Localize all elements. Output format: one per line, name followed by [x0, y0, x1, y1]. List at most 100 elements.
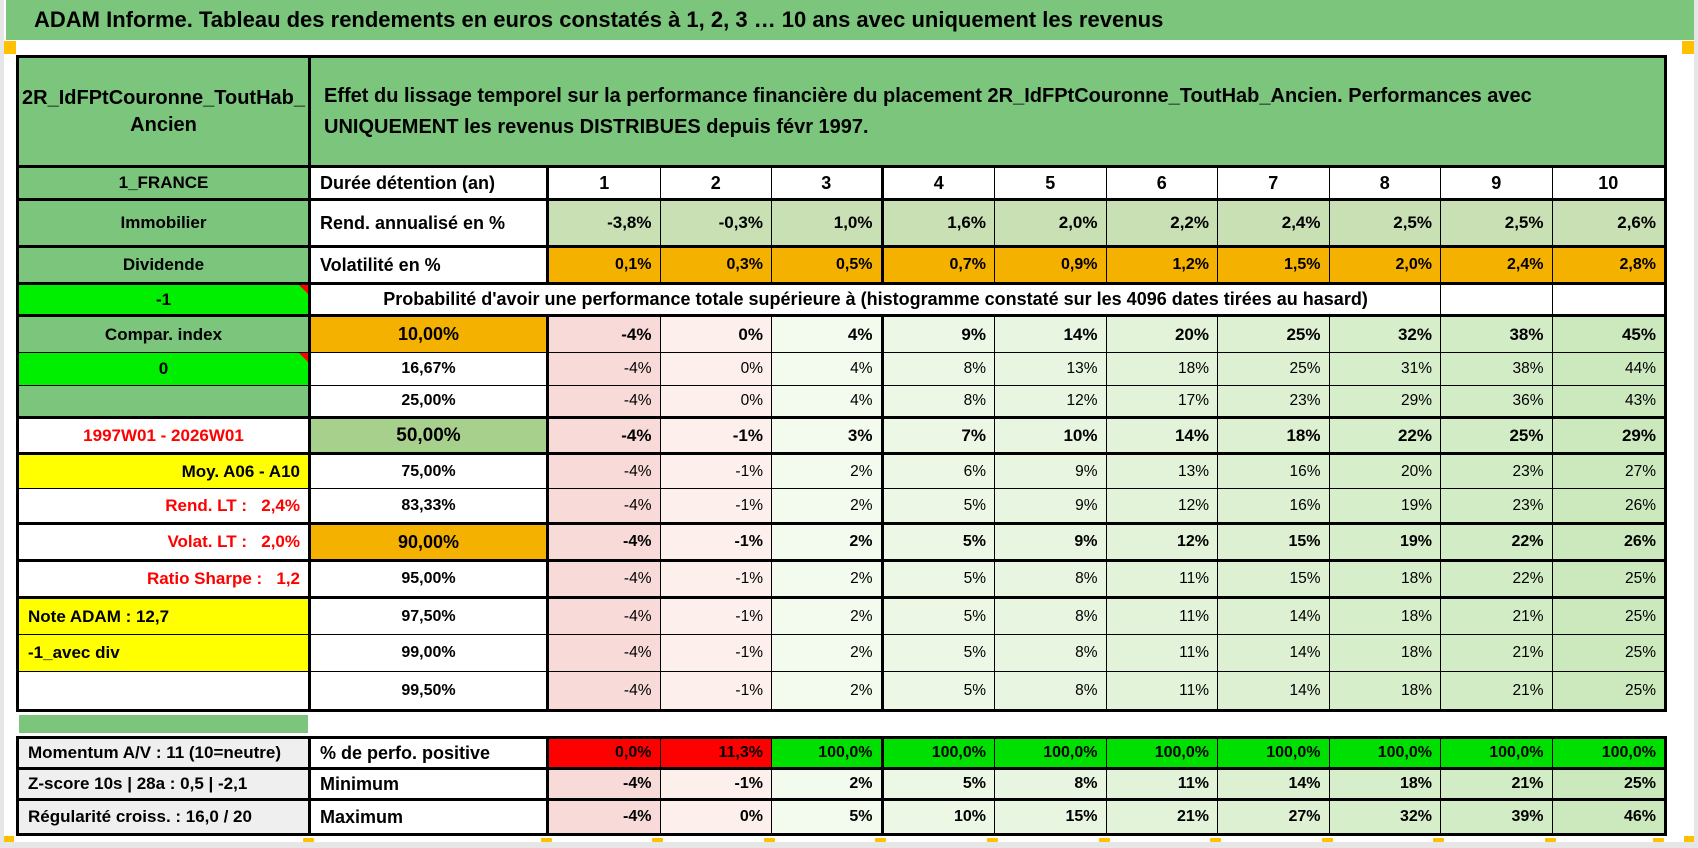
cell-max-c8[interactable]: 32%: [1329, 801, 1441, 833]
cell-q95-c7[interactable]: 15%: [1218, 562, 1330, 596]
cell-rend-c6[interactable]: 2,2%: [1106, 201, 1218, 245]
cell-max-sub[interactable]: Maximum: [311, 801, 549, 833]
cell-max-c4[interactable]: 10%: [883, 801, 995, 833]
cell-q99-sub[interactable]: 99,00%: [311, 635, 549, 671]
cell-rend-sub[interactable]: Rend. annualisé en %: [311, 201, 549, 245]
cell-q16-c9[interactable]: 38%: [1441, 353, 1553, 385]
cell-duree-c9[interactable]: 9: [1441, 168, 1553, 198]
cell-q995-c5[interactable]: 8%: [995, 672, 1107, 709]
cell-max-c6[interactable]: 21%: [1106, 801, 1218, 833]
cell-q995-c6[interactable]: 11%: [1106, 672, 1218, 709]
cell-q50-c7[interactable]: 18%: [1218, 419, 1330, 452]
cell-q16-c3[interactable]: 4%: [772, 353, 884, 385]
cell-q995-c3[interactable]: 2%: [772, 672, 884, 709]
cell-q95-c3[interactable]: 2%: [772, 562, 884, 596]
fund-name-cell[interactable]: 2R_IdFPtCouronne_ToutHab_Ancien: [19, 58, 311, 165]
cell-volat-c1[interactable]: 0,1%: [549, 248, 661, 282]
cell-q90-c9[interactable]: 22%: [1441, 525, 1553, 559]
cell-q50-sub[interactable]: 50,00%: [311, 419, 549, 452]
cell-q16-c2[interactable]: 0%: [660, 353, 772, 385]
cell-q97-sub[interactable]: 97,50%: [311, 599, 549, 634]
cell-probab-c9[interactable]: [1441, 285, 1553, 314]
cell-pos-c10[interactable]: 100,0%: [1552, 739, 1664, 767]
cell-volat-c5[interactable]: 0,9%: [995, 248, 1107, 282]
cell-max-c3[interactable]: 5%: [772, 801, 884, 833]
cell-q97-c4[interactable]: 5%: [883, 599, 995, 634]
cell-duree-c6[interactable]: 6: [1106, 168, 1218, 198]
cell-q99-c10[interactable]: 25%: [1552, 635, 1664, 671]
cell-duree-c4[interactable]: 4: [883, 168, 995, 198]
cell-q97-c9[interactable]: 21%: [1441, 599, 1553, 634]
cell-q75-c9[interactable]: 23%: [1441, 455, 1553, 488]
cell-duree-c7[interactable]: 7: [1218, 168, 1330, 198]
cell-q995-c9[interactable]: 21%: [1441, 672, 1553, 709]
cell-max-c1[interactable]: -4%: [549, 801, 661, 833]
cell-q50-c5[interactable]: 10%: [995, 419, 1107, 452]
cell-pos-c8[interactable]: 100,0%: [1329, 739, 1441, 767]
cell-q95-c5[interactable]: 8%: [995, 562, 1107, 596]
cell-volat-label[interactable]: Dividende: [19, 248, 311, 282]
cell-pos-c1[interactable]: 0,0%: [549, 739, 661, 767]
cell-max-c5[interactable]: 15%: [995, 801, 1107, 833]
cell-q25-c7[interactable]: 23%: [1218, 386, 1330, 416]
cell-q10-c6[interactable]: 20%: [1106, 317, 1218, 352]
cell-q25-c1[interactable]: -4%: [549, 386, 661, 416]
cell-q95-c9[interactable]: 22%: [1441, 562, 1553, 596]
cell-volat-c2[interactable]: 0,3%: [660, 248, 772, 282]
cell-q995-c7[interactable]: 14%: [1218, 672, 1330, 709]
cell-probab-label[interactable]: -1: [19, 285, 311, 314]
cell-q99-c9[interactable]: 21%: [1441, 635, 1553, 671]
cell-volat-c9[interactable]: 2,4%: [1441, 248, 1553, 282]
cell-max-c9[interactable]: 39%: [1441, 801, 1553, 833]
cell-rend-label[interactable]: Immobilier: [19, 201, 311, 245]
cell-min-c8[interactable]: 18%: [1329, 770, 1441, 798]
cell-q99-c7[interactable]: 14%: [1218, 635, 1330, 671]
cell-max-label[interactable]: Régularité croiss. : 16,0 / 20: [19, 801, 311, 833]
cell-probab-note[interactable]: Probabilité d'avoir une performance tota…: [311, 285, 1441, 314]
cell-q75-c2[interactable]: -1%: [660, 455, 772, 488]
cell-q95-c2[interactable]: -1%: [660, 562, 772, 596]
cell-q97-c7[interactable]: 14%: [1218, 599, 1330, 634]
cell-q97-c1[interactable]: -4%: [549, 599, 661, 634]
cell-q90-label[interactable]: Volat. LT : 2,0%: [19, 525, 311, 559]
cell-pos-c3[interactable]: 100,0%: [772, 739, 884, 767]
cell-q97-c8[interactable]: 18%: [1329, 599, 1441, 634]
cell-q25-sub[interactable]: 25,00%: [311, 386, 549, 416]
cell-min-c2[interactable]: -1%: [660, 770, 772, 798]
cell-q75-sub[interactable]: 75,00%: [311, 455, 549, 488]
cell-q16-c4[interactable]: 8%: [883, 353, 995, 385]
cell-q97-c6[interactable]: 11%: [1106, 599, 1218, 634]
cell-q90-c4[interactable]: 5%: [883, 525, 995, 559]
cell-rend-c3[interactable]: 1,0%: [772, 201, 884, 245]
cell-q99-c8[interactable]: 18%: [1329, 635, 1441, 671]
cell-duree-c2[interactable]: 2: [660, 168, 772, 198]
cell-q90-c3[interactable]: 2%: [772, 525, 884, 559]
cell-q97-c5[interactable]: 8%: [995, 599, 1107, 634]
cell-pos-c9[interactable]: 100,0%: [1441, 739, 1553, 767]
cell-q83-c4[interactable]: 5%: [883, 489, 995, 522]
cell-volat-c7[interactable]: 1,5%: [1218, 248, 1330, 282]
cell-q90-c5[interactable]: 9%: [995, 525, 1107, 559]
cell-rend-c9[interactable]: 2,5%: [1441, 201, 1553, 245]
cell-q83-c9[interactable]: 23%: [1441, 489, 1553, 522]
description-cell[interactable]: Effet du lissage temporel sur la perform…: [311, 58, 1664, 165]
cell-q10-c2[interactable]: 0%: [660, 317, 772, 352]
cell-volat-c3[interactable]: 0,5%: [772, 248, 884, 282]
cell-pos-c5[interactable]: 100,0%: [995, 739, 1107, 767]
cell-q90-c7[interactable]: 15%: [1218, 525, 1330, 559]
cell-q99-c5[interactable]: 8%: [995, 635, 1107, 671]
cell-q16-sub[interactable]: 16,67%: [311, 353, 549, 385]
cell-q75-c8[interactable]: 20%: [1329, 455, 1441, 488]
cell-q75-c5[interactable]: 9%: [995, 455, 1107, 488]
cell-q95-sub[interactable]: 95,00%: [311, 562, 549, 596]
cell-q83-c3[interactable]: 2%: [772, 489, 884, 522]
cell-duree-c10[interactable]: 10: [1552, 168, 1664, 198]
cell-q10-c9[interactable]: 38%: [1441, 317, 1553, 352]
cell-min-c10[interactable]: 25%: [1552, 770, 1664, 798]
cell-q83-c1[interactable]: -4%: [549, 489, 661, 522]
cell-volat-c6[interactable]: 1,2%: [1106, 248, 1218, 282]
cell-q90-c2[interactable]: -1%: [660, 525, 772, 559]
cell-q75-label[interactable]: Moy. A06 - A10: [19, 455, 311, 488]
cell-pos-c2[interactable]: 11,3%: [660, 739, 772, 767]
cell-pos-c4[interactable]: 100,0%: [883, 739, 995, 767]
